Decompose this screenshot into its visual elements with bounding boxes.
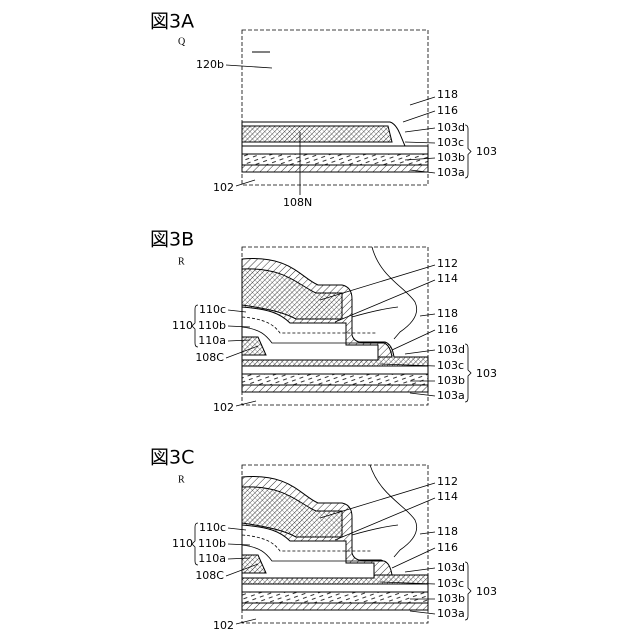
figure-sheet: 図3A Q 図3B R 図3C R 120b 118 116 103d 103c 103b 103a 10… [0,0,640,640]
part-label: 103d [437,343,465,356]
layer-103c [242,146,428,154]
leader-line [420,314,435,316]
part-label: 103 [476,367,497,380]
leader-line [226,65,272,68]
part-label: 110b [198,319,226,332]
part-label: 103b [437,151,465,164]
layer-118-edge [372,247,417,339]
part-label: 116 [437,541,458,554]
layer-103c [242,366,428,374]
part-label: 103d [437,121,465,134]
part-label: 116 [437,104,458,117]
brace [465,562,471,620]
part-label: 102 [213,401,234,414]
brace [465,125,471,178]
part-label: 114 [437,490,458,503]
leader-line [392,330,435,350]
part-label: 103a [437,166,465,179]
part-label: 103 [476,585,497,598]
part-label: 108C [195,351,224,364]
drawing: 図3A Q 図3B R 図3C R 120b 118 116 103d 103c 103b 103a 10… [150,11,497,633]
part-label: 118 [437,88,458,101]
part-label: 108C [195,569,224,582]
part-label: 114 [437,272,458,285]
part-label: 118 [437,525,458,538]
leader-line [410,393,435,396]
figure-title: 図3B [150,229,194,251]
figure-mark: R [178,474,185,485]
figure-title: 図3C [150,447,194,469]
leader-line [392,548,435,568]
layer-103c [242,584,428,592]
layer-103b [242,374,428,385]
part-label: 103b [437,374,465,387]
leader-line [420,532,435,534]
part-label: 110 [172,319,193,332]
part-label: 103a [437,607,465,620]
part-label: 110 [172,537,193,550]
part-label: 112 [437,257,458,270]
part-label: 110c [199,521,226,534]
part-label: 116 [437,323,458,336]
layer-103a [242,603,428,610]
part-label: 110b [198,537,226,550]
layer-103a [242,165,428,172]
part-label: 102 [213,181,234,194]
leader-line [410,611,435,614]
leader-line [320,265,435,300]
part-label: 110a [198,334,226,347]
leader-line [405,568,435,572]
part-label: 103 [476,145,497,158]
leader-line [403,111,435,122]
part-label: 103b [437,592,465,605]
leader-line [320,483,435,518]
part-label: 108N [283,196,312,209]
part-label: 103a [437,389,465,402]
layer-103a [242,385,428,392]
part-label: 103c [437,359,464,372]
brace [465,344,471,402]
leader-line [410,97,435,105]
part-label: 110c [199,303,226,316]
figure-mark: Q [178,36,186,47]
figure-title: 図3A [150,11,194,33]
layer-103b [242,154,428,165]
layer-103b [242,592,428,603]
part-label: 103c [437,136,464,149]
leader-line [405,128,435,132]
part-label: 112 [437,475,458,488]
part-label: 118 [437,307,458,320]
leader-line [405,142,435,143]
part-label: 102 [213,619,234,632]
part-label: 120b [196,58,224,71]
layer-108N [242,126,392,142]
layer-118-edge [370,465,417,557]
part-label: 103c [437,577,464,590]
leader-line [405,350,435,354]
part-label: 110a [198,552,226,565]
part-label: 103d [437,561,465,574]
figure-mark: R [178,256,185,267]
